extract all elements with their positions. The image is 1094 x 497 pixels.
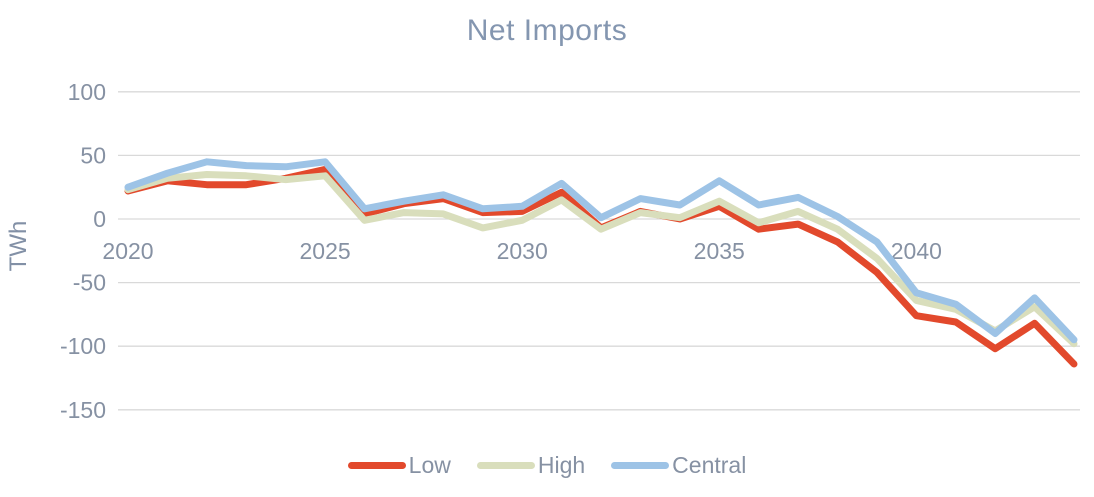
x-tick-label: 2030 xyxy=(497,238,548,264)
y-tick-label: -100 xyxy=(60,333,106,359)
x-tick-label: 2020 xyxy=(102,238,153,264)
x-tick-label: 2035 xyxy=(694,238,745,264)
legend-label-central: Central xyxy=(672,452,747,478)
y-tick-label: -150 xyxy=(60,397,106,423)
y-tick-label: 50 xyxy=(80,142,106,168)
series-line-central xyxy=(124,158,1078,344)
legend-label-low: Low xyxy=(408,452,451,478)
y-tick-label: 0 xyxy=(93,206,106,232)
legend-item-high: High xyxy=(476,452,586,479)
y-tick-label: -50 xyxy=(73,270,106,296)
x-tick-label: 2025 xyxy=(299,238,350,264)
legend-item-low: Low xyxy=(347,452,451,479)
legend-item-central: Central xyxy=(611,452,746,479)
legend-swatch-central xyxy=(611,462,670,469)
legend-label-high: High xyxy=(537,452,586,478)
legend-swatch-high xyxy=(476,462,535,469)
legend-swatch-low xyxy=(347,462,406,469)
legend: Low High Central xyxy=(0,452,1094,479)
series-line-high xyxy=(124,171,1078,348)
x-tick-label: 2040 xyxy=(891,238,942,264)
y-tick-label: 100 xyxy=(68,79,106,105)
chart-title: Net Imports xyxy=(466,14,628,47)
series-line-low xyxy=(124,165,1078,368)
